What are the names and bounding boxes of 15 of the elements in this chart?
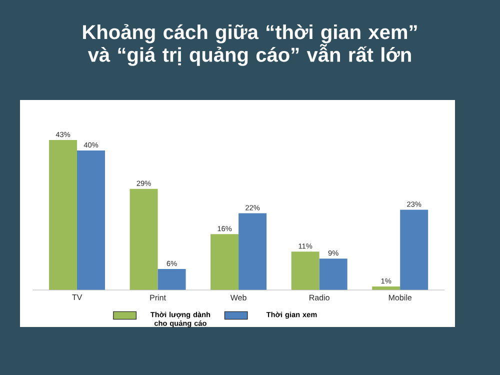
bar [319,258,348,290]
chart-title: Khoảng cách giữa “thời gian xem” và “giá trị quảng cáo” vẫn rất lớn [83,24,417,66]
bar [130,188,158,290]
bar [158,269,186,290]
x-tick-label: Radio [310,294,330,300]
x-tick-label: TV [72,294,82,300]
bar [238,213,267,290]
bar [400,210,428,290]
bar [291,252,320,290]
bar [49,140,78,290]
x-tick-label: Web [230,294,246,300]
bar [210,234,239,290]
x-tick-label: Print [150,294,166,300]
x-tick-label: Mobile [388,294,412,300]
bar [77,150,106,290]
